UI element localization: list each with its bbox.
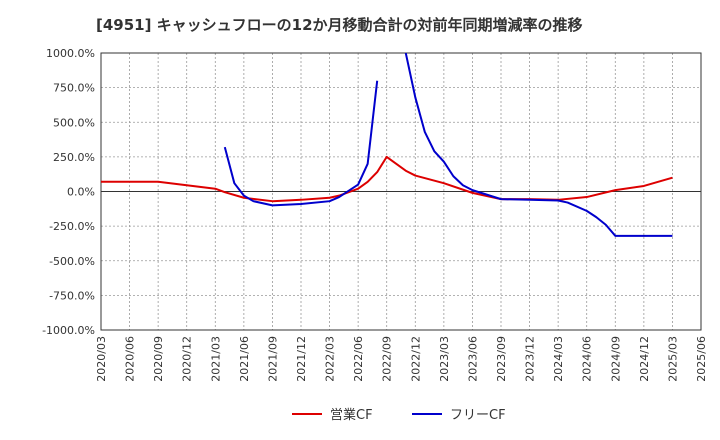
- series-line-free-cf: [223, 80, 379, 207]
- x-tick-label: 2022/12: [409, 336, 422, 382]
- x-tick-label: 2023/12: [524, 336, 537, 382]
- y-tick-label: 500.0%: [53, 116, 95, 129]
- x-tick-label: 2021/06: [238, 336, 251, 382]
- x-tick-label: 2021/12: [295, 336, 308, 382]
- x-tick-label: 2020/06: [124, 336, 137, 382]
- axes: [100, 52, 702, 331]
- y-tick-label: -750.0%: [49, 289, 95, 302]
- x-tick-label: 2023/03: [438, 336, 451, 382]
- x-tick-label: 2020/09: [152, 336, 165, 382]
- x-tick-label: 2025/03: [666, 336, 679, 382]
- x-tick-label: 2022/09: [381, 336, 394, 382]
- y-tick-label: 0.0%: [67, 186, 95, 199]
- x-tick-labels: 2020/03 2020/06 2020/09 2020/12 2021/03 2021/…: [95, 336, 708, 382]
- x-tick-label: 2023/06: [466, 336, 479, 382]
- x-tick-label: 2022/06: [352, 336, 365, 382]
- x-tick-label: 2021/03: [209, 336, 222, 382]
- x-tick-label: 2023/09: [495, 336, 508, 382]
- x-tick-label: 2020/12: [181, 336, 194, 382]
- y-tick-label: -250.0%: [49, 220, 95, 233]
- chart-title: [4951] キャッシュフローの12か月移動合計の対前年同期増減率の推移: [96, 16, 583, 34]
- x-tick-label: 2021/09: [266, 336, 279, 382]
- y-tick-label: 750.0%: [53, 82, 95, 95]
- legend-label-free-cf: フリーCF: [450, 408, 506, 423]
- series-line-free-cf: [404, 53, 673, 237]
- y-tick-label: 1000.0%: [46, 47, 95, 60]
- y-tick-label: -1000.0%: [42, 324, 95, 337]
- x-tick-label: 2020/03: [95, 336, 108, 382]
- series-lines: [101, 53, 673, 237]
- legend: 営業CF フリーCF: [292, 407, 506, 423]
- x-tick-label: 2024/12: [638, 336, 651, 382]
- y-tick-label: -500.0%: [49, 255, 95, 268]
- x-tick-label: 2024/03: [552, 336, 565, 382]
- x-tick-label: 2022/03: [324, 336, 337, 382]
- x-tick-label: 2025/06: [695, 336, 708, 382]
- y-tick-labels: 1000.0% 750.0% 500.0% 250.0% 0.0% -250.0% -500…: [42, 47, 95, 337]
- x-tick-label: 2024/09: [609, 336, 622, 382]
- x-tick-label: 2024/06: [581, 336, 594, 382]
- y-tick-label: 250.0%: [53, 151, 95, 164]
- legend-label-operating-cf: 営業CF: [330, 407, 373, 423]
